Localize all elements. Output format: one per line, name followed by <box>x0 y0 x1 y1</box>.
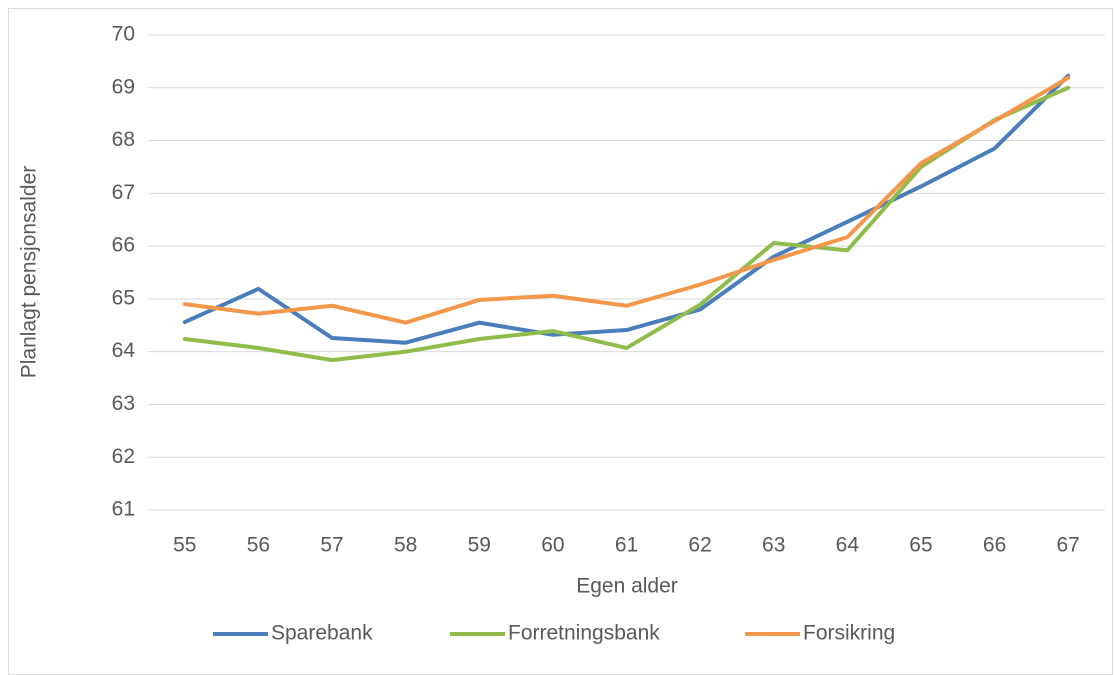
y-tick-label: 66 <box>112 234 135 257</box>
x-tick-label: 61 <box>615 534 638 557</box>
y-tick-label: 67 <box>112 181 135 204</box>
y-axis-title: Planlagt pensjonsalder <box>18 166 41 378</box>
y-tick-label: 64 <box>112 339 136 362</box>
y-tick-label: 69 <box>112 75 135 98</box>
y-tick-label: 70 <box>112 23 135 46</box>
x-tick-label: 58 <box>394 534 417 557</box>
x-tick-label: 67 <box>1057 534 1080 557</box>
x-tick-label: 66 <box>983 534 1006 557</box>
x-tick-label: 63 <box>762 534 785 557</box>
x-tick-label: 64 <box>836 534 860 557</box>
series-line <box>182 73 1071 345</box>
y-tick-label: 65 <box>112 286 135 309</box>
y-tick-label: 61 <box>112 498 135 521</box>
y-tick-label: 63 <box>112 392 135 415</box>
x-tick-label: 65 <box>909 534 932 557</box>
legend-label: Forsikring <box>803 622 895 645</box>
series-line <box>182 75 1071 325</box>
legend-label: Forretningsbank <box>508 622 660 645</box>
x-tick-label: 60 <box>541 534 564 557</box>
y-tick-label: 68 <box>112 128 135 151</box>
x-axis-title: Egen alder <box>576 575 678 598</box>
x-tick-label: 56 <box>247 534 270 557</box>
x-tick-label: 62 <box>688 534 711 557</box>
x-tick-label: 55 <box>173 534 196 557</box>
x-tick-label: 59 <box>468 534 491 557</box>
chart-border <box>8 8 1113 675</box>
legend-label: Sparebank <box>271 622 373 645</box>
x-tick-label: 57 <box>320 534 343 557</box>
y-tick-label: 62 <box>112 445 135 468</box>
series-line <box>182 85 1071 363</box>
